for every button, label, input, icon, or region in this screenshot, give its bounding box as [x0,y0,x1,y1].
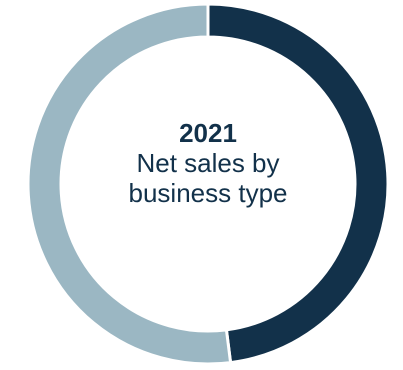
donut-slice-2 [26,2,233,366]
center-title: 2021 [179,118,237,148]
center-subtitle-line-2: business type [128,178,288,208]
center-subtitle-line-1: Net sales by [136,148,280,178]
donut-slice-1 [206,2,390,365]
center-label: 2021 Net sales by business type [101,118,315,208]
